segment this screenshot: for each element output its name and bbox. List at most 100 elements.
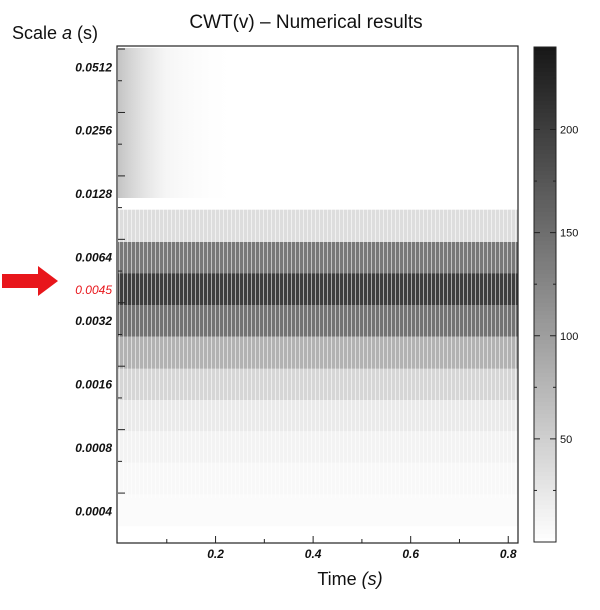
colorbar-segment	[534, 71, 556, 77]
colorbar-segment	[534, 75, 556, 81]
colorbar-segment	[534, 228, 556, 234]
colorbar-segment	[534, 245, 556, 250]
y-axis-label-var: a	[62, 23, 72, 43]
colorbar-segment	[534, 467, 556, 473]
colorbar-segment	[534, 377, 556, 382]
top-region-smear	[118, 48, 518, 198]
colorbar-segment	[534, 100, 556, 106]
colorbar-segment	[534, 282, 556, 287]
colorbar-segment	[534, 302, 556, 308]
colorbar-segment	[534, 108, 556, 114]
colorbar-segment	[534, 158, 556, 164]
colorbar-segment	[534, 397, 556, 403]
colorbar-segment	[534, 84, 556, 89]
colorbar-segment	[534, 335, 556, 341]
colorbar-segment	[534, 385, 556, 390]
colorbar-segment	[534, 216, 556, 221]
colorbar-segment	[534, 88, 556, 93]
colorbar-segment	[534, 426, 556, 432]
colorbar-segment	[534, 331, 556, 337]
colorbar-segment	[534, 162, 556, 168]
x-tick-label: 0.2	[207, 547, 224, 561]
colorbar-segment	[534, 232, 556, 238]
colorbar-segment	[534, 121, 556, 126]
colorbar-segment	[534, 257, 556, 263]
colorbar-segment	[534, 187, 556, 192]
colorbar-segment	[534, 471, 556, 477]
colorbar-segment	[534, 150, 556, 155]
x-tick-label: 0.8	[500, 547, 517, 561]
colorbar-segment	[534, 253, 556, 258]
colorbar-segment	[534, 533, 556, 539]
colorbar-segment	[534, 327, 556, 333]
time-stripes	[118, 198, 518, 498]
colorbar-tick-label: 200	[560, 125, 578, 137]
colorbar-segment	[534, 166, 556, 172]
heatmap-band	[118, 494, 518, 527]
colorbar-segment	[534, 368, 556, 374]
colorbar-segment	[534, 96, 556, 102]
y-tick-label: 0.0045	[75, 283, 112, 297]
colorbar-segment	[534, 372, 556, 378]
colorbar-segment	[534, 529, 556, 535]
colorbar-segment	[534, 290, 556, 296]
colorbar-segment	[534, 51, 556, 56]
y-tick-label: 0.0064	[75, 251, 112, 265]
colorbar-segment	[534, 356, 556, 362]
colorbar-segment	[534, 195, 556, 201]
colorbar-segment	[534, 360, 556, 366]
colorbar-segment	[534, 438, 556, 444]
colorbar-segment	[534, 191, 556, 197]
colorbar-segment	[534, 517, 556, 522]
y-tick-label: 0.0256	[75, 124, 112, 138]
colorbar-segment	[534, 319, 556, 324]
colorbar-segment	[534, 447, 556, 452]
colorbar-segment	[534, 212, 556, 217]
y-axis-label: Scale a (s)	[12, 23, 98, 43]
x-axis-label-unit: (s)	[362, 569, 383, 589]
y-axis-ticks: 0.0512 0.0256 0.0128 0.0064 0.0045 0.0032 0.00…	[75, 48, 125, 518]
colorbar-segment	[534, 203, 556, 209]
colorbar-segment	[534, 220, 556, 225]
colorbar-segment	[534, 401, 556, 407]
colorbar-segment	[534, 125, 556, 131]
colorbar-segment	[534, 455, 556, 461]
colorbar-segment	[534, 364, 556, 370]
colorbar-segment	[534, 224, 556, 230]
x-axis-ticks: 0.2 0.4 0.6 0.8	[166, 536, 517, 561]
colorbar-segment	[534, 348, 556, 353]
y-tick-label: 0.0004	[75, 504, 112, 518]
x-axis-label: Time (s)	[317, 569, 382, 589]
colorbar-tick-label: 150	[560, 228, 578, 240]
colorbar-segment	[534, 55, 556, 60]
colorbar-segment	[534, 294, 556, 300]
colorbar-segment	[534, 509, 556, 514]
colorbar-segment	[534, 80, 556, 85]
colorbar-segment	[534, 430, 556, 436]
colorbar-segment	[534, 323, 556, 329]
x-tick-label: 0.6	[402, 547, 419, 561]
colorbar-segment	[534, 504, 556, 510]
colorbar-segment	[534, 476, 556, 481]
colorbar-segment	[534, 492, 556, 498]
colorbar-segment	[534, 261, 556, 267]
colorbar-segment	[534, 410, 556, 415]
plot-frame	[116, 45, 519, 544]
chart-title: CWT(v) – Numerical results	[189, 12, 422, 33]
colorbar-segment	[534, 521, 556, 527]
colorbar-segment	[534, 459, 556, 465]
colorbar-segment	[534, 339, 556, 345]
colorbar-segment	[534, 183, 556, 188]
colorbar-segment	[534, 265, 556, 271]
y-tick-label: 0.0016	[75, 377, 112, 391]
colorbar-segment	[534, 141, 556, 147]
colorbar-segment	[534, 207, 556, 213]
colorbar-segment	[534, 513, 556, 518]
colorbar-segment	[534, 298, 556, 304]
colorbar-segment	[534, 146, 556, 151]
colorbar-segment	[534, 249, 556, 254]
colorbar-tick-label: 100	[560, 331, 578, 343]
colorbar-segment	[534, 306, 556, 312]
colorbar-segment	[534, 104, 556, 110]
